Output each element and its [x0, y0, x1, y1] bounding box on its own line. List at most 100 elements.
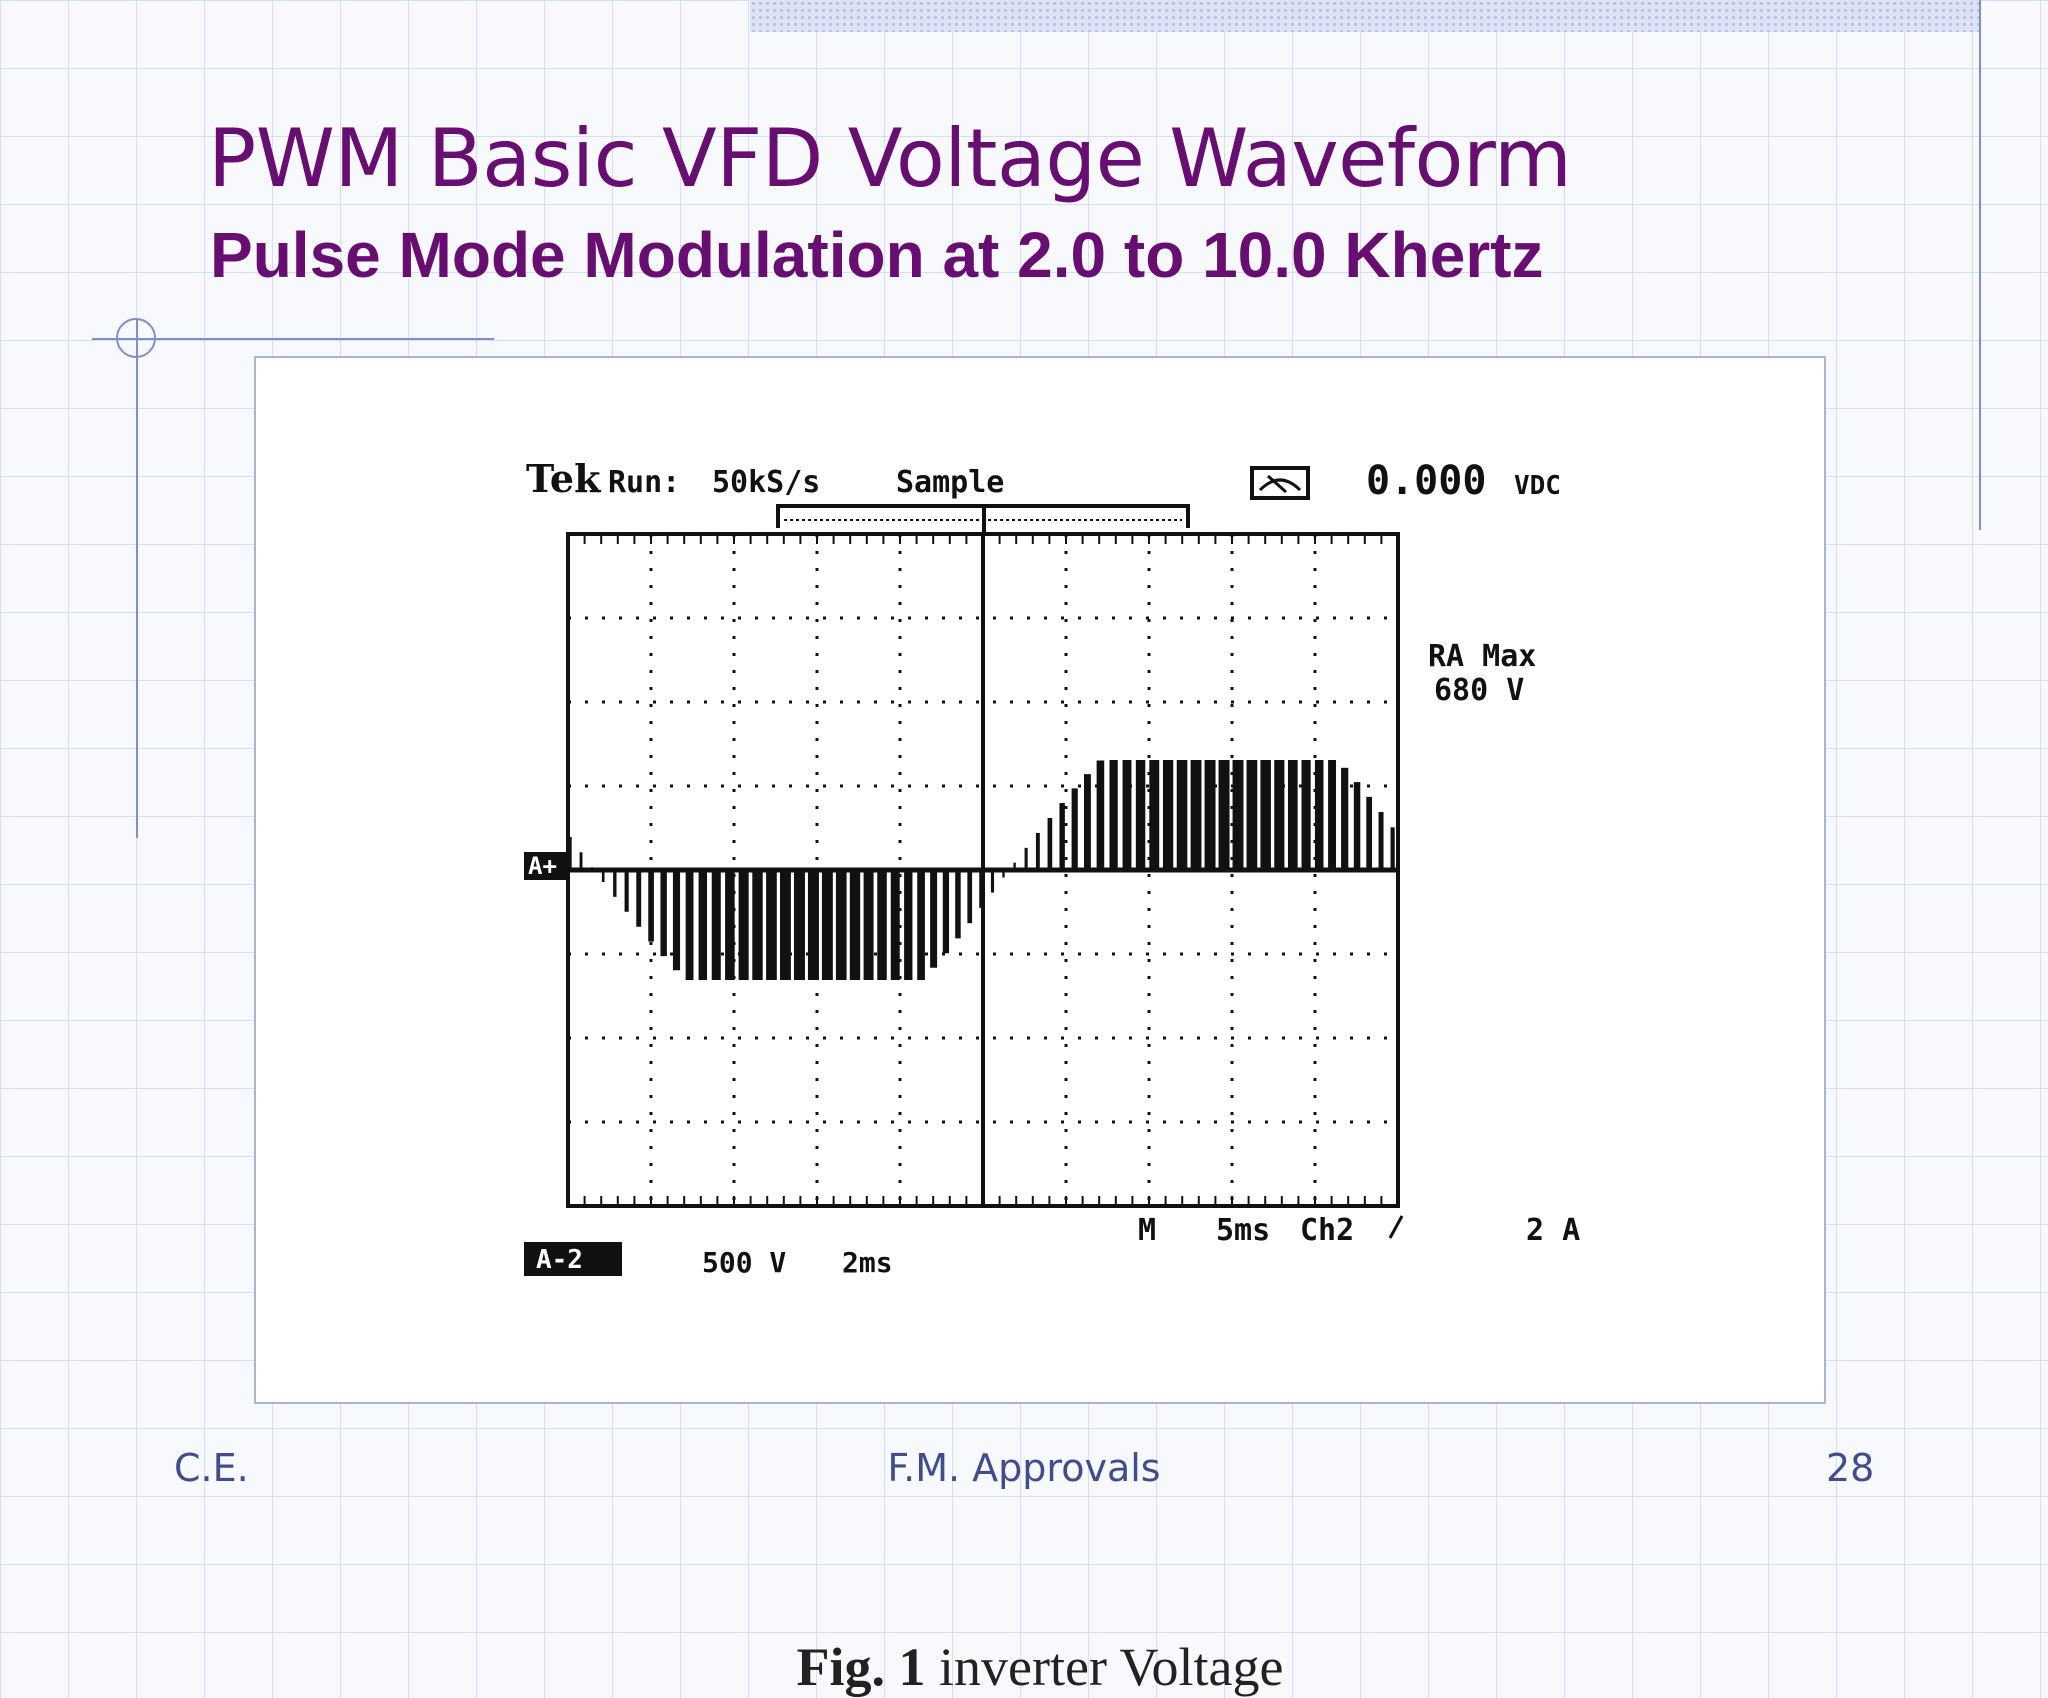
pwm-pulse — [1341, 767, 1349, 870]
pwm-pulse — [1149, 760, 1160, 870]
pwm-pulse — [1260, 760, 1271, 870]
measure-label: RA Max — [1428, 639, 1536, 674]
scope-sample-rate: 50kS/s — [712, 465, 820, 500]
pwm-pulse — [1274, 760, 1285, 870]
pwm-pulse — [1122, 760, 1132, 870]
pwm-pulse — [917, 870, 925, 980]
pwm-pulse — [725, 870, 735, 980]
pwm-pulse — [1232, 760, 1244, 870]
pwm-pulse — [698, 870, 708, 980]
crosshair-ornament — [116, 318, 156, 358]
pwm-pulse — [930, 870, 938, 968]
trigger-source: Ch2 — [1300, 1213, 1354, 1248]
pwm-pulse — [877, 870, 887, 980]
pwm-pulse — [1366, 796, 1373, 870]
timebase-prefix: M — [1138, 1213, 1156, 1248]
pwm-pulse — [1353, 782, 1361, 870]
pwm-pulse — [660, 870, 667, 957]
pwm-pulse — [990, 870, 995, 893]
pwm-pulse — [1246, 760, 1258, 870]
scope-run-label: Run: — [608, 465, 680, 500]
pwm-pulse — [766, 870, 777, 980]
scope-readout-unit: VDC — [1514, 471, 1561, 501]
pwm-pulse — [979, 870, 984, 908]
figure-caption-text: inverter Voltage — [939, 1637, 1284, 1697]
channel-badge-bg — [524, 1242, 622, 1276]
pwm-pulse — [648, 870, 654, 942]
pwm-pulse — [1109, 760, 1118, 870]
scope-mode: Sample — [896, 465, 1004, 500]
pwm-pulse — [738, 870, 749, 980]
pwm-pulse — [1176, 760, 1188, 870]
pwm-pulse — [849, 870, 861, 980]
header-pattern-band — [750, 0, 1980, 32]
channel-time-per-div: 2ms — [842, 1246, 893, 1279]
scope-brand: Tek — [526, 456, 601, 501]
pwm-pulse — [1059, 803, 1065, 870]
pwm-pulse — [1013, 862, 1016, 870]
pwm-pulse — [807, 870, 819, 980]
channel-marker: A+ — [528, 852, 557, 880]
pwm-pulse — [636, 870, 642, 927]
pwm-pulse — [1002, 870, 1005, 878]
pwm-pulse — [1287, 760, 1298, 870]
pwm-pulse — [1378, 812, 1384, 870]
pwm-pulse — [568, 837, 572, 870]
pwm-pulse — [601, 870, 605, 882]
pwm-pulse — [1096, 760, 1105, 870]
pwm-pulse — [1218, 760, 1230, 870]
decorative-vertical-line-right — [1979, 0, 1981, 530]
oscilloscope-capture: Tek Run: 50kS/s Sample 0.000 VDC A+ RA M… — [524, 456, 1580, 1279]
pwm-pulse — [967, 870, 973, 924]
figure-caption: Fig. 1 inverter Voltage — [256, 1636, 1824, 1698]
pwm-pulse — [835, 870, 847, 980]
footer-left: C.E. — [174, 1446, 249, 1490]
pwm-pulse — [1024, 847, 1028, 870]
record-bracket — [776, 504, 1190, 534]
slide-title: PWM Basic VFD Voltage Waveform — [208, 112, 1572, 205]
pwm-pulse — [1301, 760, 1311, 870]
pwm-pulse — [685, 870, 694, 980]
channel-marker-bg — [524, 852, 568, 880]
footer-center: F.M. Approvals — [887, 1446, 1161, 1490]
meter-icon — [1250, 466, 1310, 500]
volts-per-div: 500 V — [702, 1246, 786, 1279]
pwm-pulse — [1328, 760, 1337, 870]
pwm-pulse — [672, 870, 681, 971]
oscilloscope-figure: Tek Run: 50kS/s Sample 0.000 VDC A+ RA M… — [254, 356, 1826, 1697]
pwm-pulse — [779, 870, 791, 980]
pwm-pulse — [1035, 832, 1040, 870]
pwm-pulse — [711, 870, 721, 980]
figure-caption-number: Fig. 1 — [796, 1637, 926, 1697]
pwm-pulse — [1190, 760, 1202, 870]
pwm-pulse — [752, 870, 763, 980]
pwm-pulse — [1047, 817, 1053, 870]
pwm-pulse — [624, 870, 629, 912]
slide-subtitle: Pulse Mode Modulation at 2.0 to 10.0 Khe… — [210, 219, 1544, 291]
pwm-pulse — [821, 870, 833, 980]
timebase: 5ms — [1216, 1213, 1270, 1248]
pwm-pulse — [1314, 760, 1324, 870]
pwm-pulse — [955, 870, 961, 939]
trigger-level: 2 A — [1526, 1213, 1580, 1248]
trigger-slope-icon — [1388, 1215, 1404, 1239]
pwm-pulse — [1071, 788, 1078, 870]
scope-readout: 0.000 — [1366, 458, 1486, 504]
pwm-pulse — [890, 870, 900, 980]
decorative-vertical-line-left — [136, 320, 138, 838]
pwm-pulse — [793, 870, 805, 980]
pwm-pulse — [904, 870, 913, 980]
pwm-pulse — [863, 870, 874, 980]
pwm-pulse — [1162, 760, 1174, 870]
pwm-pulse — [1204, 760, 1216, 870]
pwm-pulse — [1390, 827, 1395, 870]
pwm-pulse — [1135, 760, 1146, 870]
page-number: 28 — [1826, 1446, 1875, 1490]
pwm-pulse — [942, 870, 950, 954]
decorative-horizontal-line — [92, 338, 494, 340]
pwm-pulse — [1083, 774, 1091, 870]
pwm-pulse — [613, 870, 617, 897]
measure-value: 680 V — [1434, 673, 1524, 708]
pwm-waveform — [568, 760, 1398, 980]
pwm-pulse — [579, 852, 583, 870]
